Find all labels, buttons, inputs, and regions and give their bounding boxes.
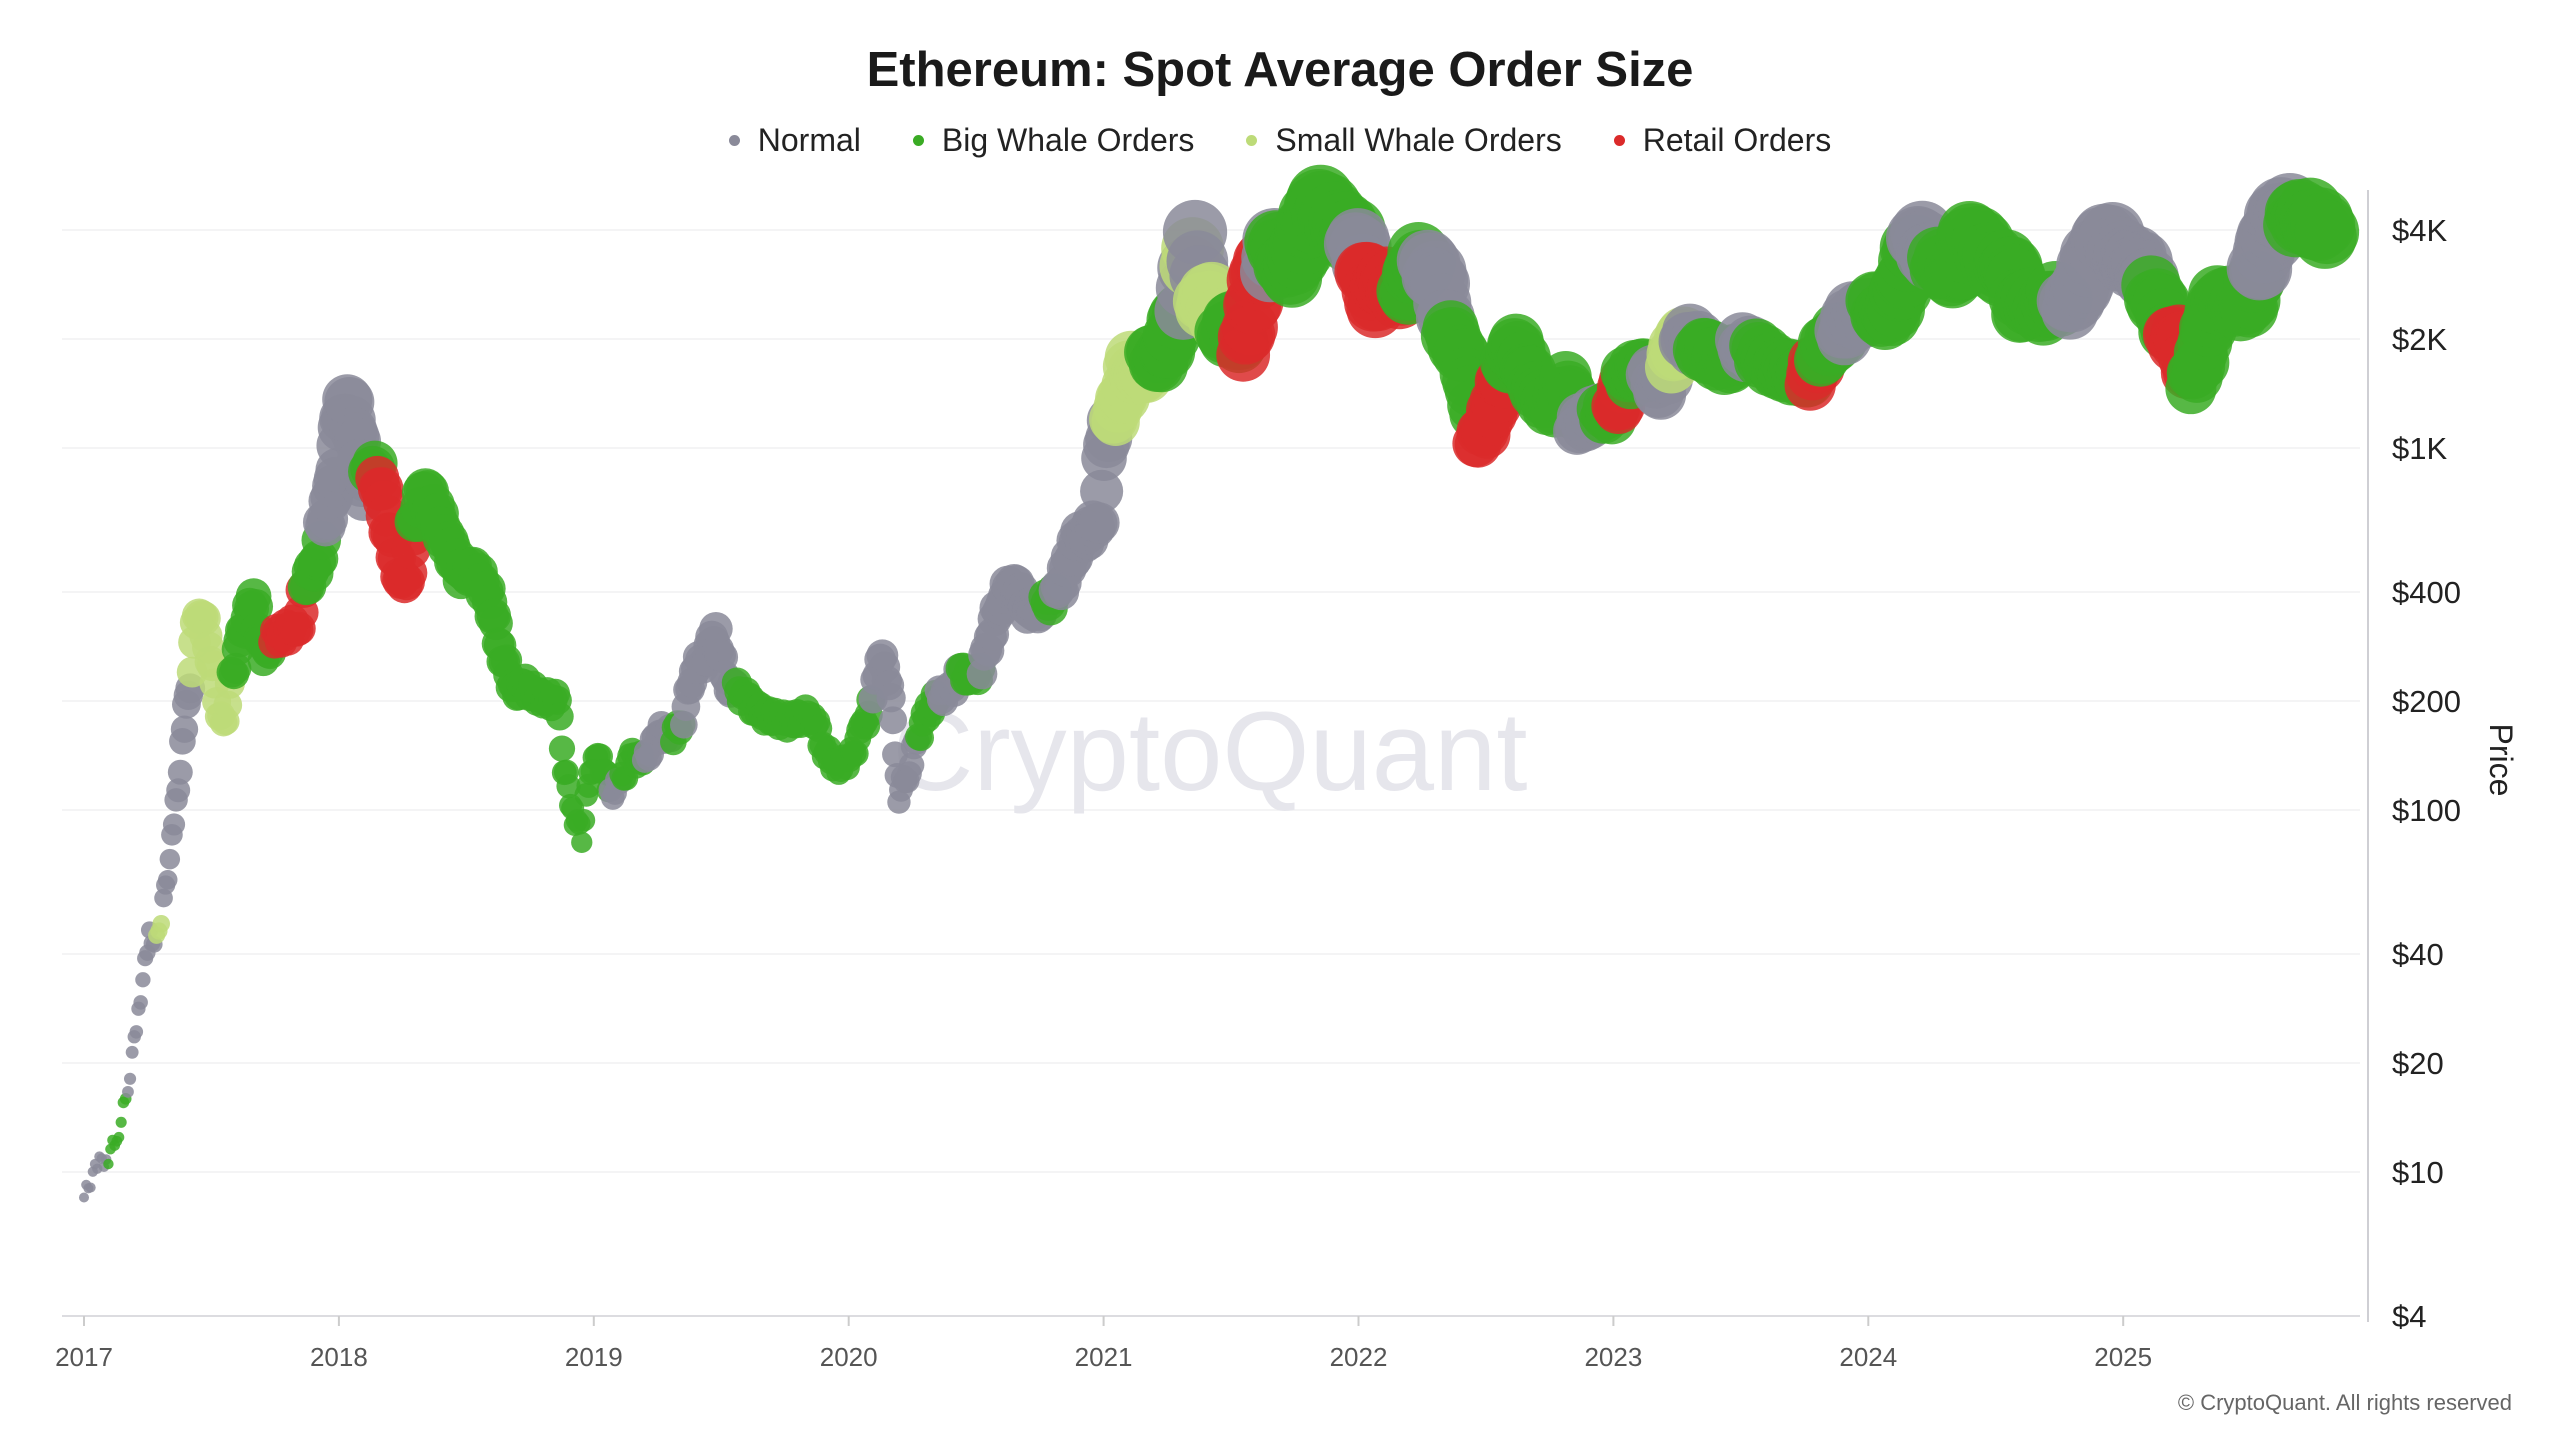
x-tick-label: 2023	[1584, 1342, 1642, 1372]
legend-label: Normal	[757, 122, 861, 158]
data-point-big	[2294, 199, 2360, 265]
x-tick-label: 2018	[310, 1342, 368, 1372]
y-tick-label: $4K	[2392, 213, 2447, 248]
y-tick-label: $4	[2392, 1299, 2426, 1334]
data-point-big	[115, 1116, 127, 1128]
x-tick-label: 2025	[2094, 1342, 2152, 1372]
data-point-normal	[133, 995, 148, 1010]
y-tick-label: $200	[2392, 684, 2461, 719]
x-tick-label: 2022	[1330, 1342, 1388, 1372]
x-tick-label: 2017	[55, 1342, 113, 1372]
data-point-normal	[166, 778, 191, 803]
data-point-normal	[159, 848, 181, 870]
data-point-normal	[1078, 502, 1120, 544]
copyright: © CryptoQuant. All rights reserved	[2177, 1390, 2512, 1415]
data-point-normal	[162, 813, 186, 836]
legend-dot-icon	[1613, 135, 1625, 146]
y-tick-label: $40	[2392, 937, 2444, 972]
data-point-big	[572, 809, 596, 832]
data-point-normal	[85, 1182, 96, 1193]
data-point-normal	[135, 972, 151, 988]
y-tick-label: $400	[2392, 575, 2461, 610]
data-point-normal	[170, 715, 199, 743]
data-point-normal	[125, 1045, 139, 1059]
legend-label: Big Whale Orders	[941, 122, 1195, 158]
data-point-big	[113, 1131, 125, 1143]
legend-dot-icon	[912, 135, 924, 146]
data-point-small	[152, 914, 171, 933]
legend-dot-icon	[1246, 135, 1258, 146]
y-tick-label: $10	[2392, 1155, 2444, 1190]
y-tick-label: $1K	[2392, 431, 2447, 466]
legend-label: Small Whale Orders	[1275, 122, 1562, 158]
data-point-normal	[876, 683, 906, 713]
data-point-normal	[123, 1072, 137, 1085]
data-point-normal	[78, 1192, 90, 1203]
data-point-big	[548, 735, 576, 762]
legend-item-retail[interactable]: Retail Orders	[1613, 122, 1832, 159]
data-point-normal	[129, 1025, 144, 1039]
y-tick-label: $20	[2392, 1046, 2444, 1081]
x-tick-label: 2019	[565, 1342, 623, 1372]
data-point-normal	[879, 706, 908, 735]
y-axis-label: Price	[2483, 724, 2519, 797]
data-point-big	[545, 702, 574, 731]
data-point-big	[556, 774, 581, 799]
data-point-normal	[167, 759, 193, 785]
legend-label: Retail Orders	[1642, 122, 1832, 158]
legend: Normal Big Whale Orders Small Whale Orde…	[0, 122, 2560, 159]
data-point-big	[103, 1158, 114, 1170]
x-tick-label: 2024	[1839, 1342, 1897, 1372]
data-point-normal	[157, 869, 178, 890]
legend-dot-icon	[728, 135, 740, 146]
data-point-normal	[122, 1085, 134, 1098]
legend-item-big-whale[interactable]: Big Whale Orders	[912, 122, 1195, 159]
x-tick-label: 2020	[820, 1342, 878, 1372]
data-point-big	[571, 831, 593, 853]
chart-title: Ethereum: Spot Average Order Size	[866, 43, 1694, 97]
y-tick-label: $100	[2392, 793, 2461, 828]
legend-item-small-whale[interactable]: Small Whale Orders	[1246, 122, 1562, 159]
legend-item-normal[interactable]: Normal	[728, 122, 861, 159]
x-tick-label: 2021	[1075, 1342, 1133, 1372]
y-tick-label: $2K	[2392, 322, 2447, 357]
data-point-normal	[1080, 469, 1124, 513]
watermark: CryptoQuant	[893, 689, 1528, 814]
